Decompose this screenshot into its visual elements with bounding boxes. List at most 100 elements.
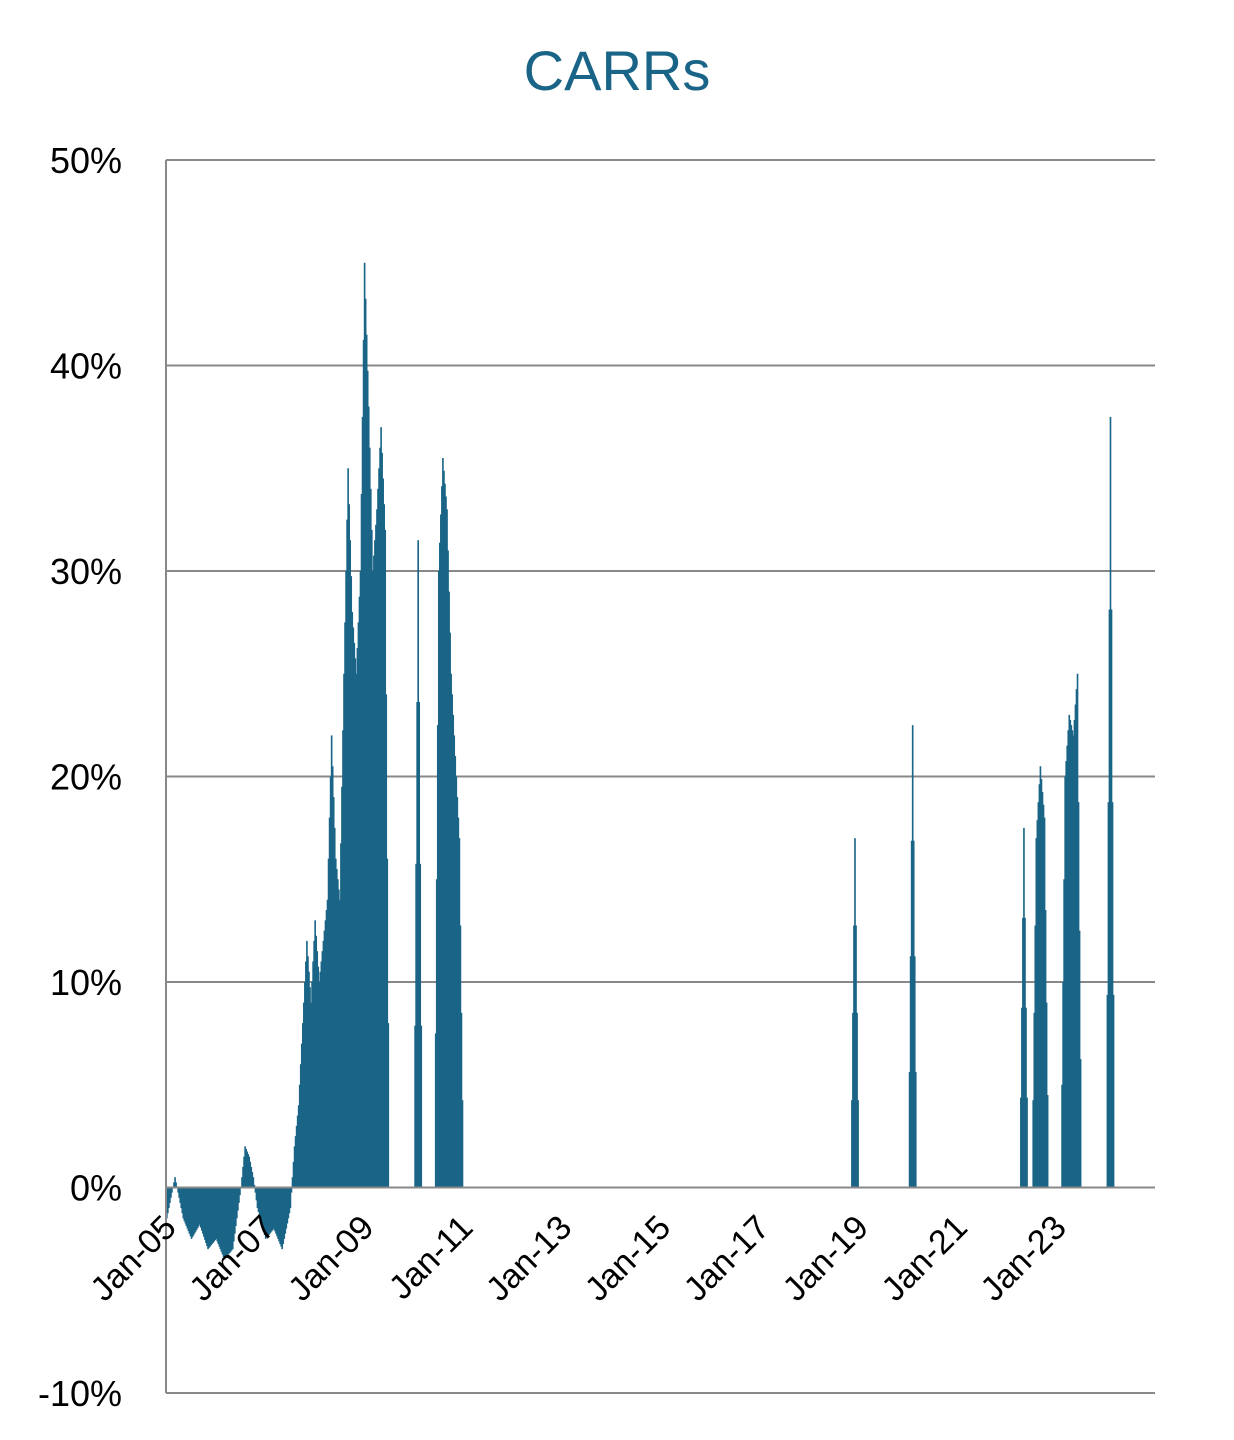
bar xyxy=(284,1187,287,1234)
bar xyxy=(205,1187,207,1243)
bar xyxy=(1032,1100,1035,1188)
bar xyxy=(201,1187,203,1231)
bar xyxy=(235,1187,237,1227)
bar xyxy=(347,468,349,1188)
bar xyxy=(911,725,914,1188)
bar xyxy=(224,1187,227,1259)
bar xyxy=(215,1187,218,1239)
bar xyxy=(362,339,365,1188)
y-tick-label: 50% xyxy=(50,140,122,181)
bar xyxy=(256,1187,259,1209)
bar xyxy=(1073,719,1076,1188)
bar xyxy=(287,1187,290,1219)
bar xyxy=(216,1187,219,1242)
bar xyxy=(277,1187,279,1239)
bar xyxy=(1062,982,1064,1188)
bar xyxy=(283,1187,286,1239)
bar xyxy=(264,1187,267,1239)
x-tick-label: Jan-19 xyxy=(776,1208,876,1308)
bar xyxy=(355,673,358,1188)
bar xyxy=(318,982,321,1188)
bar xyxy=(300,1043,303,1188)
bar xyxy=(332,797,335,1188)
bar xyxy=(1020,1097,1022,1188)
bar xyxy=(1109,416,1112,1188)
bar xyxy=(458,838,461,1188)
bar xyxy=(199,1187,202,1228)
bar xyxy=(437,571,440,1188)
bar xyxy=(228,1187,231,1254)
bar xyxy=(345,571,347,1188)
bar xyxy=(299,1064,302,1188)
bar xyxy=(1107,802,1110,1188)
bar xyxy=(225,1187,228,1257)
bar xyxy=(443,470,445,1188)
bar xyxy=(327,858,330,1188)
bar xyxy=(384,529,387,1188)
bar xyxy=(1042,804,1045,1188)
bar xyxy=(386,858,389,1188)
bar xyxy=(343,673,345,1188)
bar xyxy=(329,776,332,1188)
bar xyxy=(344,622,346,1188)
bar xyxy=(445,496,447,1188)
bar xyxy=(420,1025,423,1188)
bar xyxy=(229,1187,232,1252)
bar xyxy=(282,1187,285,1245)
bar xyxy=(254,1187,257,1193)
x-tick-label: Jan-11 xyxy=(382,1208,481,1307)
bar xyxy=(321,951,324,1188)
bar xyxy=(357,622,360,1188)
bar xyxy=(187,1187,190,1232)
bar xyxy=(1044,910,1047,1188)
x-tick-label: Jan-21 xyxy=(874,1208,974,1308)
bar xyxy=(349,540,352,1188)
bar xyxy=(248,1156,251,1188)
bar xyxy=(338,889,340,1188)
bar xyxy=(320,961,323,1188)
bar xyxy=(328,817,331,1188)
bar xyxy=(181,1187,184,1214)
bar xyxy=(185,1187,188,1227)
bar xyxy=(179,1187,182,1203)
bar xyxy=(313,940,315,1188)
bar xyxy=(857,1100,859,1188)
bar xyxy=(333,827,336,1188)
bar xyxy=(1067,730,1070,1188)
bar xyxy=(856,1012,858,1188)
bar xyxy=(375,524,377,1188)
bar xyxy=(251,1172,254,1188)
gridlines xyxy=(166,159,1155,1394)
bar xyxy=(854,838,856,1188)
bar xyxy=(853,925,855,1188)
bar xyxy=(198,1187,201,1225)
bar xyxy=(230,1187,233,1251)
bar xyxy=(1110,609,1113,1188)
bar xyxy=(182,1187,185,1219)
bar xyxy=(227,1187,230,1255)
bar xyxy=(260,1187,263,1224)
bar xyxy=(274,1187,276,1232)
bar xyxy=(223,1187,226,1260)
bar xyxy=(351,612,354,1188)
bar xyxy=(1021,1007,1023,1188)
bar xyxy=(255,1187,258,1201)
x-tick-label: Jan-13 xyxy=(479,1208,579,1308)
bar xyxy=(258,1187,261,1216)
bar xyxy=(197,1187,200,1227)
bar xyxy=(267,1187,270,1236)
bar xyxy=(310,1002,312,1188)
bar xyxy=(339,899,341,1188)
bar xyxy=(1065,761,1068,1188)
y-tick-label: -10% xyxy=(38,1373,122,1414)
chart-title: CARRs xyxy=(524,39,711,102)
bar xyxy=(173,1182,175,1188)
bar xyxy=(315,935,318,1188)
bar xyxy=(186,1187,189,1229)
bar xyxy=(295,1125,298,1188)
bar xyxy=(335,868,338,1188)
bar xyxy=(296,1115,299,1188)
bar xyxy=(417,540,420,1188)
bar xyxy=(457,817,460,1188)
bar xyxy=(453,735,456,1188)
